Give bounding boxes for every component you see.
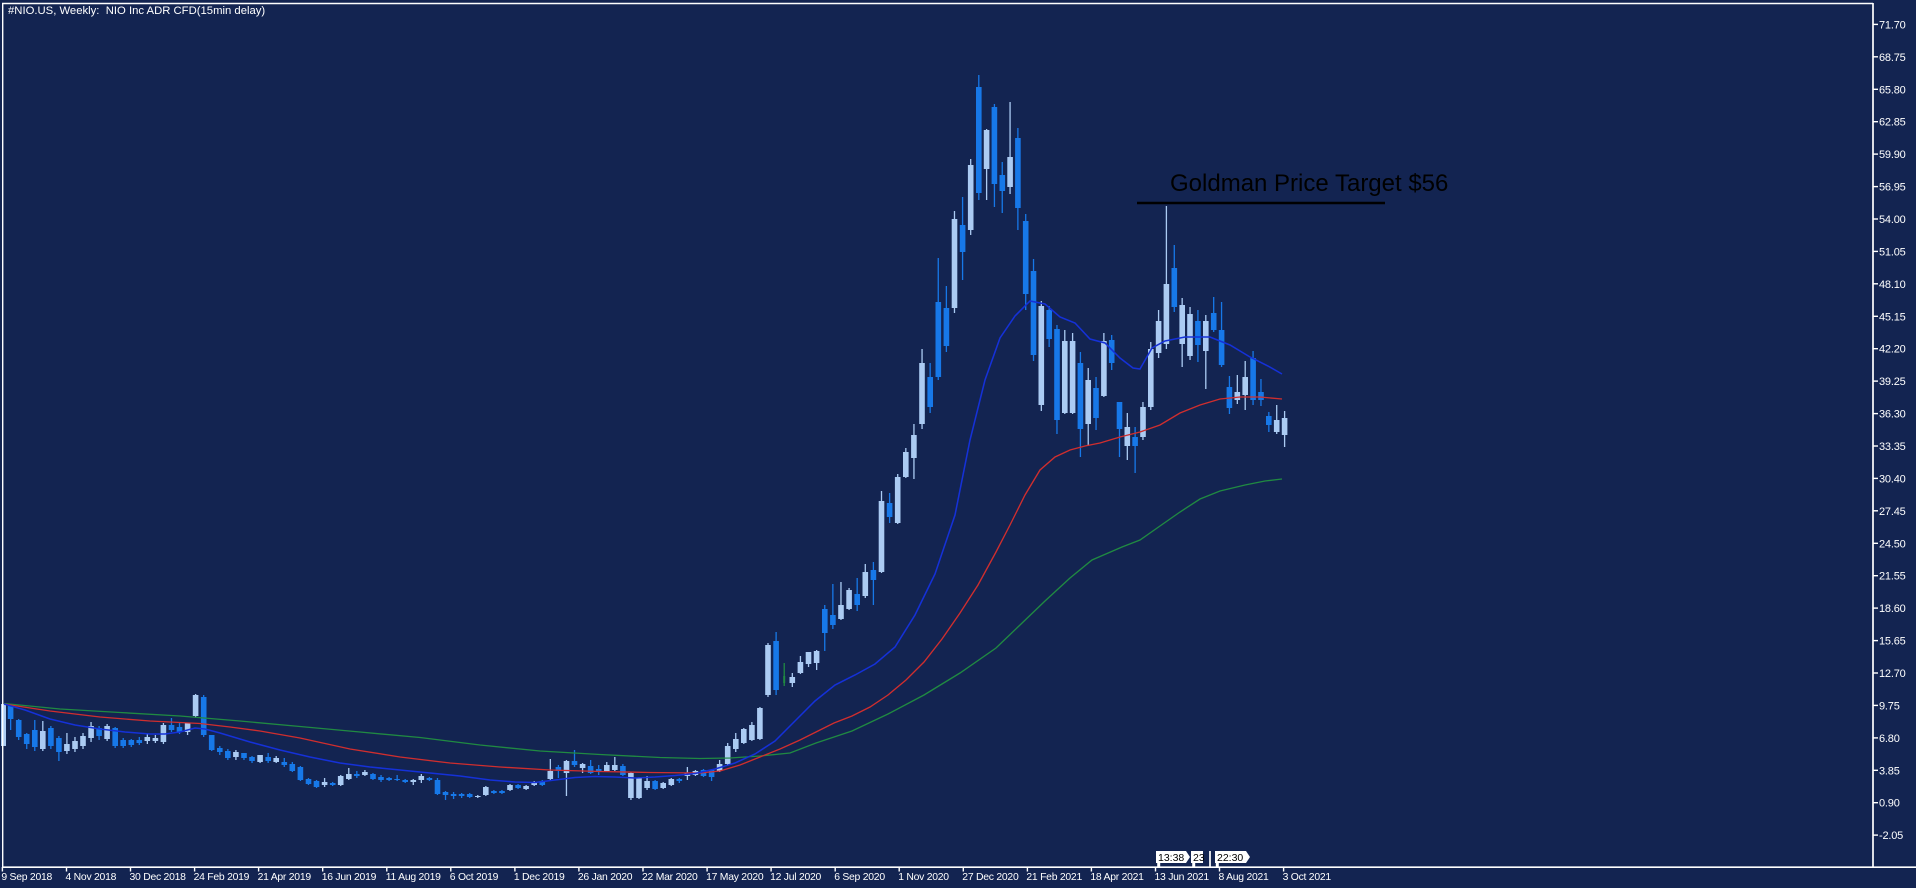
svg-text:30.40: 30.40	[1879, 473, 1906, 485]
svg-text:1 Nov 2020: 1 Nov 2020	[898, 872, 949, 883]
svg-text:1 Dec 2019: 1 Dec 2019	[514, 872, 565, 883]
svg-text:22:30: 22:30	[1217, 852, 1243, 864]
svg-text:9 Sep 2018: 9 Sep 2018	[1, 872, 52, 883]
svg-text:45.15: 45.15	[1879, 311, 1906, 323]
svg-text:39.25: 39.25	[1879, 376, 1906, 388]
svg-text:56.95: 56.95	[1879, 182, 1906, 194]
svg-text:54.00: 54.00	[1879, 214, 1906, 226]
svg-text:71.70: 71.70	[1879, 19, 1906, 31]
svg-text:12.70: 12.70	[1879, 668, 1906, 680]
svg-text:4 Nov 2018: 4 Nov 2018	[66, 872, 117, 883]
svg-text:#NIO.US, Weekly: NIO Inc ADR: #NIO.US, Weekly: NIO Inc ADR CFD(15min d…	[8, 5, 265, 17]
svg-text:22 Mar 2020: 22 Mar 2020	[642, 872, 698, 883]
svg-text:21 Apr 2019: 21 Apr 2019	[258, 872, 312, 883]
svg-text:36.30: 36.30	[1879, 409, 1906, 421]
svg-text:11 Aug 2019: 11 Aug 2019	[386, 872, 441, 883]
svg-text:0.90: 0.90	[1879, 798, 1900, 810]
svg-text:12 Jul 2020: 12 Jul 2020	[770, 872, 821, 883]
svg-text:23: 23	[1193, 852, 1205, 864]
svg-text:27 Dec 2020: 27 Dec 2020	[962, 872, 1019, 883]
svg-text:65.80: 65.80	[1879, 84, 1906, 96]
svg-text:16 Jun 2019: 16 Jun 2019	[322, 872, 377, 883]
svg-text:62.85: 62.85	[1879, 117, 1906, 129]
svg-text:13 Jun 2021: 13 Jun 2021	[1155, 872, 1210, 883]
svg-text:68.75: 68.75	[1879, 52, 1906, 64]
svg-text:33.35: 33.35	[1879, 441, 1906, 453]
svg-text:9.75: 9.75	[1879, 700, 1900, 712]
svg-text:59.90: 59.90	[1879, 149, 1906, 161]
svg-text:13:38: 13:38	[1158, 852, 1184, 864]
svg-text:6.80: 6.80	[1879, 733, 1900, 745]
svg-text:17 May 2020: 17 May 2020	[706, 872, 764, 883]
svg-text:42.20: 42.20	[1879, 344, 1906, 356]
svg-text:27.45: 27.45	[1879, 506, 1906, 518]
svg-text:21.55: 21.55	[1879, 571, 1906, 583]
svg-text:-2.05: -2.05	[1879, 830, 1903, 842]
svg-text:3 Oct 2021: 3 Oct 2021	[1283, 872, 1332, 883]
svg-text:30 Dec 2018: 30 Dec 2018	[130, 872, 187, 883]
svg-text:24.50: 24.50	[1879, 538, 1906, 550]
svg-text:21 Feb 2021: 21 Feb 2021	[1026, 872, 1082, 883]
svg-text:8 Aug 2021: 8 Aug 2021	[1219, 872, 1270, 883]
svg-text:18.60: 18.60	[1879, 603, 1906, 615]
svg-text:6 Oct 2019: 6 Oct 2019	[450, 872, 499, 883]
svg-text:3.85: 3.85	[1879, 765, 1900, 777]
svg-text:51.05: 51.05	[1879, 246, 1906, 258]
svg-text:24 Feb 2019: 24 Feb 2019	[194, 872, 250, 883]
svg-text:48.10: 48.10	[1879, 279, 1906, 291]
svg-text:18 Apr 2021: 18 Apr 2021	[1090, 872, 1144, 883]
svg-text:6 Sep 2020: 6 Sep 2020	[834, 872, 885, 883]
svg-text:26 Jan 2020: 26 Jan 2020	[578, 872, 633, 883]
svg-text:Goldman Price Target $56: Goldman Price Target $56	[1170, 170, 1448, 197]
svg-text:15.65: 15.65	[1879, 636, 1906, 648]
